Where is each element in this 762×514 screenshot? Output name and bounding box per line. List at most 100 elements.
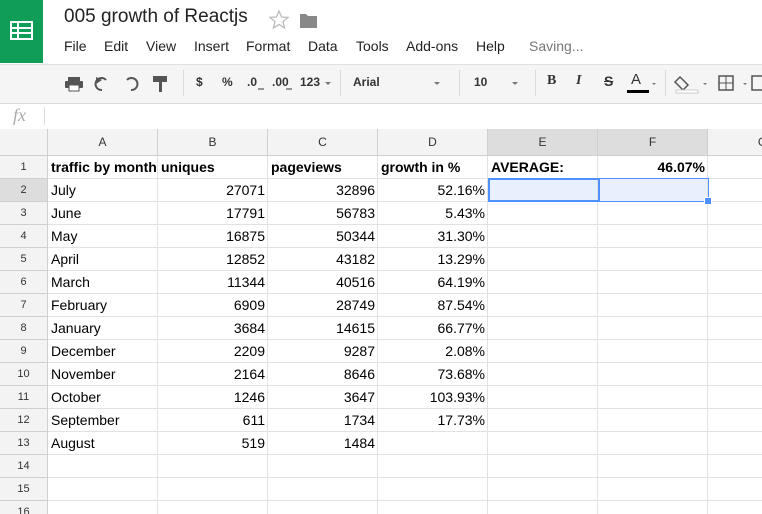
row-header[interactable]: 7 — [0, 294, 48, 317]
menu-item[interactable]: Add-ons — [406, 38, 459, 54]
cell[interactable] — [158, 225, 268, 248]
row-header[interactable]: 5 — [0, 248, 48, 271]
column-header[interactable]: B — [158, 129, 268, 156]
cell[interactable] — [158, 202, 268, 225]
cell[interactable] — [708, 225, 762, 248]
cell[interactable] — [268, 294, 378, 317]
text-color-button[interactable]: A — [631, 71, 642, 88]
cell[interactable] — [48, 501, 158, 514]
cell[interactable] — [158, 409, 268, 432]
cell[interactable] — [378, 179, 488, 202]
cell[interactable] — [158, 317, 268, 340]
column-header[interactable]: C — [268, 129, 378, 156]
cell[interactable] — [268, 455, 378, 478]
cell[interactable] — [488, 294, 598, 317]
cell[interactable] — [598, 317, 708, 340]
cell[interactable] — [708, 386, 762, 409]
cell[interactable] — [488, 248, 598, 271]
row-header[interactable]: 13 — [0, 432, 48, 455]
cell[interactable] — [268, 386, 378, 409]
cell[interactable] — [598, 225, 708, 248]
cell[interactable] — [48, 156, 158, 179]
cell[interactable] — [48, 409, 158, 432]
cell[interactable] — [158, 248, 268, 271]
cell[interactable] — [268, 501, 378, 514]
cell[interactable] — [598, 409, 708, 432]
cell[interactable] — [268, 202, 378, 225]
row-header[interactable]: 10 — [0, 363, 48, 386]
cell[interactable] — [708, 317, 762, 340]
cell[interactable] — [48, 271, 158, 294]
cell[interactable] — [378, 386, 488, 409]
column-header[interactable]: F — [598, 129, 708, 156]
cell[interactable] — [48, 317, 158, 340]
cell[interactable] — [708, 363, 762, 386]
cell[interactable] — [708, 455, 762, 478]
currency-button[interactable]: $ — [196, 75, 203, 89]
cell[interactable] — [268, 363, 378, 386]
cell[interactable] — [488, 202, 598, 225]
toolbar-icons[interactable] — [60, 70, 190, 96]
cell[interactable] — [378, 248, 488, 271]
cell[interactable] — [158, 340, 268, 363]
row-header[interactable]: 11 — [0, 386, 48, 409]
column-header[interactable]: D — [378, 129, 488, 156]
menu-item[interactable]: File — [64, 38, 87, 54]
row-header[interactable]: 14 — [0, 455, 48, 478]
cell[interactable] — [268, 225, 378, 248]
cell[interactable] — [488, 455, 598, 478]
cell[interactable] — [598, 501, 708, 514]
app-logo[interactable] — [0, 0, 43, 63]
menu-item[interactable]: Format — [246, 38, 291, 54]
menu-item[interactable]: Insert — [194, 38, 230, 54]
cell[interactable] — [378, 294, 488, 317]
cell[interactable] — [378, 478, 488, 501]
column-header[interactable]: E — [488, 129, 598, 156]
cell[interactable] — [48, 432, 158, 455]
cell[interactable] — [158, 179, 268, 202]
row-header[interactable]: 6 — [0, 271, 48, 294]
cell[interactable] — [378, 501, 488, 514]
cell[interactable] — [48, 363, 158, 386]
cell[interactable] — [598, 248, 708, 271]
cell[interactable] — [598, 432, 708, 455]
row-header[interactable]: 3 — [0, 202, 48, 225]
cell[interactable] — [488, 409, 598, 432]
cell[interactable] — [708, 432, 762, 455]
cell[interactable] — [488, 317, 598, 340]
cell[interactable] — [598, 455, 708, 478]
row-header[interactable]: 9 — [0, 340, 48, 363]
cell[interactable] — [708, 501, 762, 514]
cell[interactable] — [48, 455, 158, 478]
italic-button[interactable]: I — [576, 73, 582, 88]
bold-button[interactable]: B — [547, 73, 557, 88]
cell[interactable] — [158, 156, 268, 179]
fill-handle[interactable] — [704, 197, 712, 205]
cell[interactable] — [708, 340, 762, 363]
cell[interactable] — [708, 156, 762, 179]
cell[interactable] — [488, 363, 598, 386]
cell[interactable] — [268, 409, 378, 432]
cell[interactable] — [158, 363, 268, 386]
corner-cell[interactable] — [0, 129, 48, 156]
decrease-decimals-button[interactable]: .0 — [247, 75, 258, 89]
row-header[interactable]: 4 — [0, 225, 48, 248]
more-formats-button[interactable]: 123 — [300, 75, 321, 89]
cell[interactable] — [598, 363, 708, 386]
cell[interactable] — [378, 156, 488, 179]
font-size-dropdown[interactable]: 10 — [474, 75, 488, 89]
cell[interactable] — [378, 363, 488, 386]
cell[interactable] — [708, 294, 762, 317]
font-dropdown[interactable]: Arial — [353, 75, 380, 89]
cell[interactable] — [268, 340, 378, 363]
cell[interactable] — [708, 202, 762, 225]
menu-item[interactable]: View — [146, 38, 177, 54]
menu-item[interactable]: Help — [476, 38, 505, 54]
cell[interactable] — [268, 179, 378, 202]
cell[interactable] — [268, 432, 378, 455]
cell[interactable] — [598, 294, 708, 317]
menu-item[interactable]: Tools — [356, 38, 389, 54]
cell[interactable] — [268, 478, 378, 501]
cell[interactable] — [48, 179, 158, 202]
cell[interactable] — [488, 478, 598, 501]
